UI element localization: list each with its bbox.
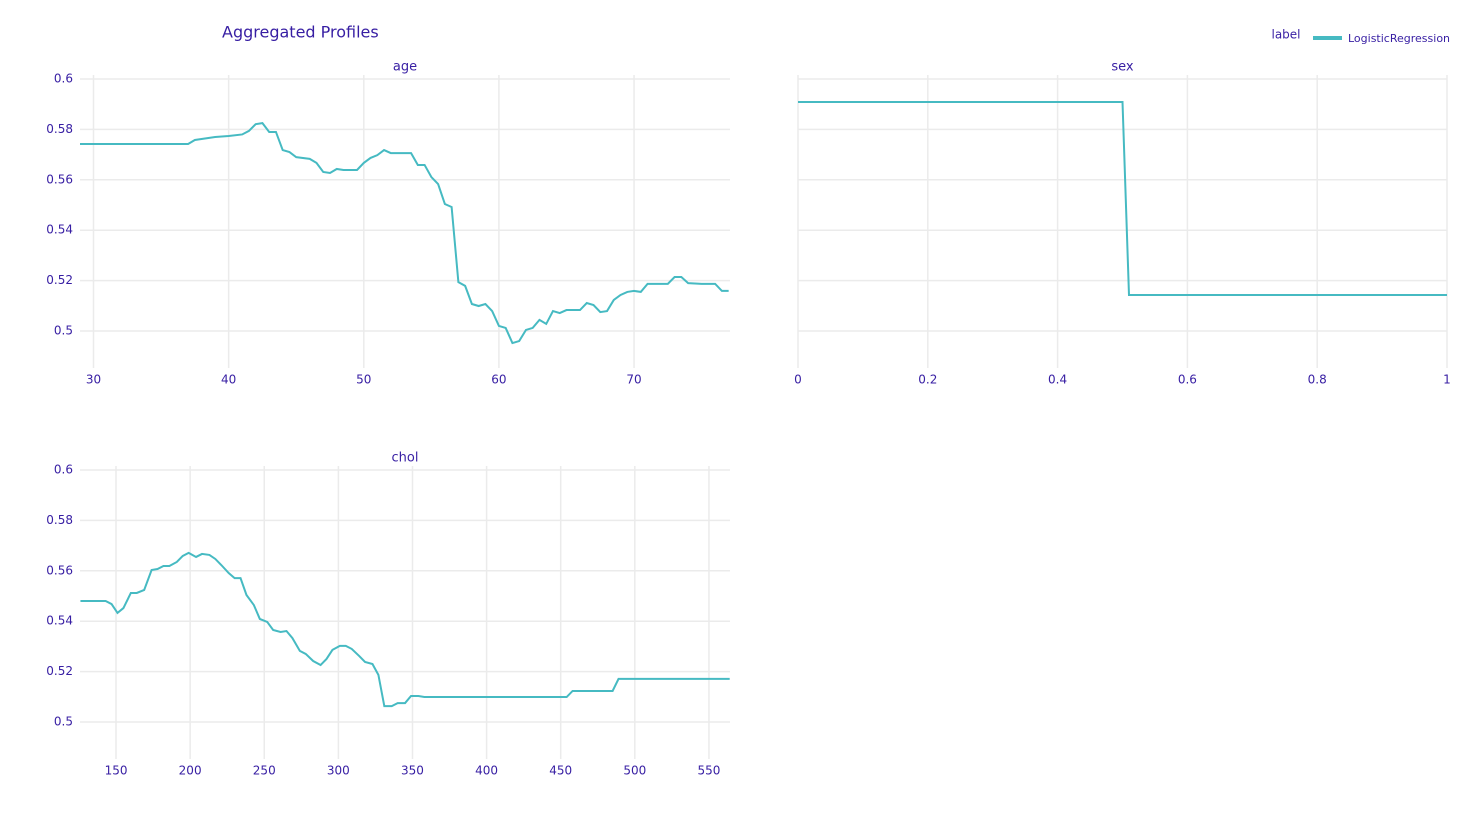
- y-tick-label: 0.54: [46, 614, 73, 628]
- x-tick-label: 150: [105, 764, 128, 778]
- subplot-title: chol: [392, 451, 419, 466]
- x-tick-label: 450: [549, 764, 572, 778]
- x-tick-label: 250: [253, 764, 276, 778]
- legend-title: label: [1271, 28, 1300, 42]
- x-tick-label: 300: [327, 764, 350, 778]
- x-tick-label: 0.6: [1178, 373, 1197, 387]
- x-tick-label: 400: [475, 764, 498, 778]
- x-tick-label: 30: [86, 373, 101, 387]
- x-tick-label: 50: [356, 373, 371, 387]
- y-tick-label: 0.6: [54, 463, 73, 477]
- chart-title: Aggregated Profiles: [222, 23, 379, 42]
- y-tick-label: 0.52: [46, 273, 73, 287]
- x-tick-label: 350: [401, 764, 424, 778]
- subplot-title: sex: [1111, 60, 1134, 75]
- x-tick-label: 500: [623, 764, 646, 778]
- legend-label: LogisticRegression: [1348, 32, 1450, 45]
- x-tick-label: 0.2: [918, 373, 937, 387]
- y-tick-label: 0.52: [46, 664, 73, 678]
- x-tick-label: 60: [491, 373, 506, 387]
- x-tick-label: 0.4: [1048, 373, 1067, 387]
- y-tick-label: 0.56: [46, 563, 73, 577]
- line: [80, 551, 730, 708]
- line: [80, 122, 729, 345]
- x-tick-label: 70: [626, 373, 641, 387]
- y-tick-label: 0.56: [46, 172, 73, 186]
- x-tick-label: 40: [221, 373, 236, 387]
- x-tick-label: 0.8: [1308, 373, 1327, 387]
- y-tick-label: 0.58: [46, 513, 73, 527]
- x-tick-label: 0: [794, 373, 802, 387]
- subplot-title: age: [393, 60, 417, 75]
- y-tick-label: 0.5: [54, 714, 73, 728]
- y-tick-label: 0.54: [46, 223, 73, 237]
- x-tick-label: 1: [1443, 373, 1451, 387]
- y-tick-label: 0.6: [54, 72, 73, 86]
- x-tick-label: 200: [179, 764, 202, 778]
- y-tick-label: 0.58: [46, 122, 73, 136]
- y-tick-label: 0.5: [54, 323, 73, 337]
- x-tick-label: 550: [697, 764, 720, 778]
- line: [798, 100, 1447, 296]
